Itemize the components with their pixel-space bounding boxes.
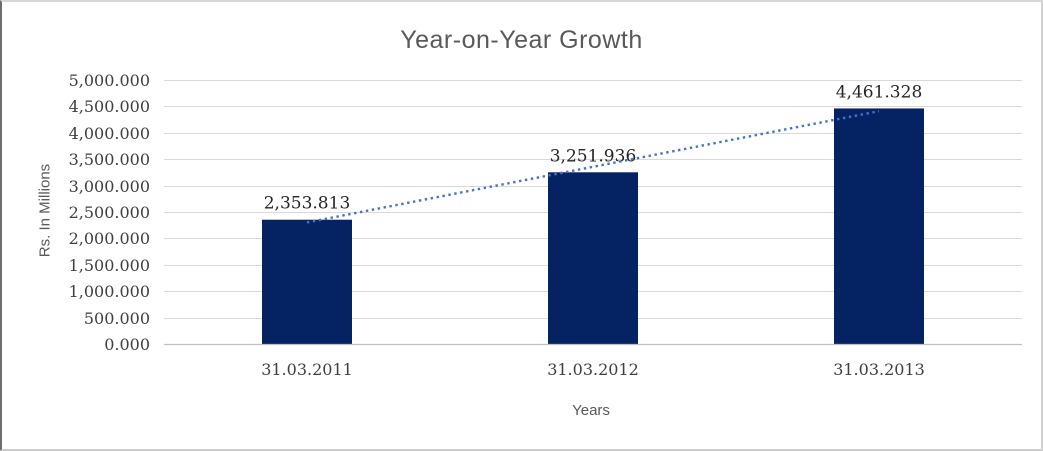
y-tick-label: 3,000.000 bbox=[69, 177, 150, 196]
y-tick-label: 5,000.000 bbox=[69, 71, 150, 90]
y-tick-label: 3,500.000 bbox=[69, 150, 150, 169]
x-axis-title: Years bbox=[572, 402, 610, 419]
trendline-dotted bbox=[306, 110, 880, 224]
x-tick-label: 31.03.2011 bbox=[261, 360, 353, 379]
bar bbox=[262, 219, 352, 344]
bar-value-label: 3,251.936 bbox=[550, 146, 637, 166]
chart-title: Year-on-Year Growth bbox=[400, 26, 643, 54]
x-tick-label: 31.03.2013 bbox=[833, 360, 925, 379]
x-tick-label: 31.03.2012 bbox=[547, 360, 639, 379]
y-tick-label: 1,000.000 bbox=[69, 282, 150, 301]
y-tick-label: 4,000.000 bbox=[69, 124, 150, 143]
y-tick-label: 4,500.000 bbox=[69, 97, 150, 116]
y-tick-label: 2,500.000 bbox=[69, 203, 150, 222]
y-tick-label: 1,500.000 bbox=[69, 256, 150, 275]
bar bbox=[834, 108, 924, 344]
y-tick-label: 0.000 bbox=[104, 335, 150, 354]
bar-value-label: 4,461.328 bbox=[836, 82, 923, 102]
bar-value-label: 2,353.813 bbox=[264, 194, 351, 214]
y-tick-label: 500.000 bbox=[84, 309, 150, 328]
y-tick-label: 2,000.000 bbox=[69, 229, 150, 248]
bar bbox=[548, 172, 638, 344]
